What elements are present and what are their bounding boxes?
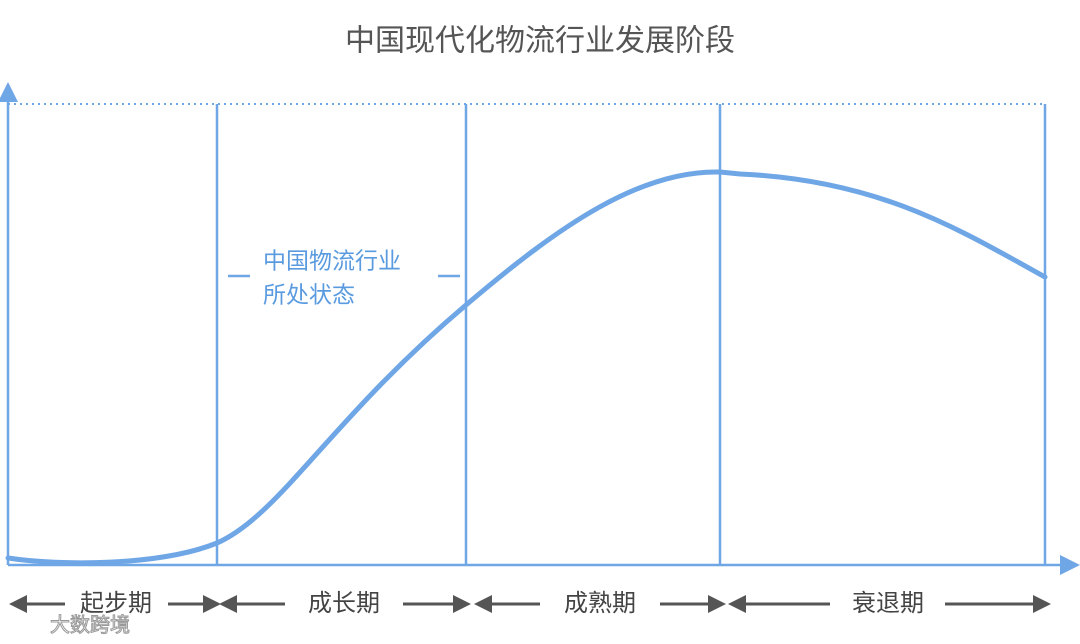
axes (0, 82, 1080, 575)
stage-label: 起步期 (80, 589, 152, 617)
annotation: 中国物流行业 所处状态 (228, 249, 460, 309)
title: 中国现代化物流行业发展阶段 (345, 24, 735, 59)
stage-label: 衰退期 (852, 589, 924, 617)
annotation-line: 所处状态 (263, 283, 355, 309)
stage-label: 成长期 (308, 589, 380, 617)
stage-label: 成熟期 (564, 589, 636, 617)
annotation-line: 中国物流行业 (263, 249, 401, 275)
watermark: 大数跨境 (50, 613, 130, 637)
lifecycle-curve (5, 169, 1048, 566)
